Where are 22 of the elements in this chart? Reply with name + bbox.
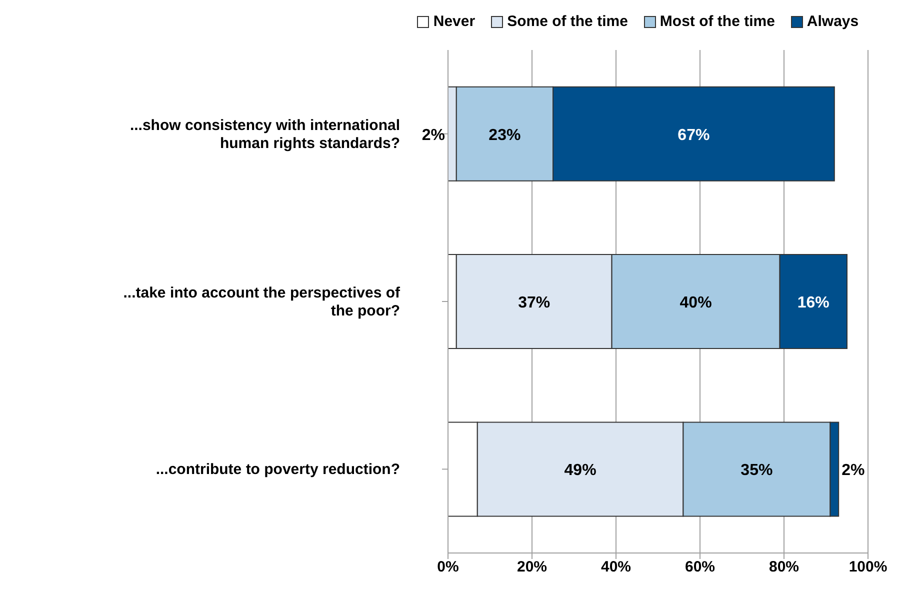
y-tick-label: ...show consistency with international human rights standards? — [130, 116, 400, 152]
legend-label: Always — [806, 13, 859, 30]
data-label: 23% — [488, 126, 521, 144]
legend-label: Most of the time — [660, 13, 775, 30]
data-label: 49% — [564, 462, 596, 480]
x-tick-label: 20% — [516, 558, 548, 576]
data-label: 16% — [797, 294, 830, 312]
x-tick-label: 80% — [768, 558, 800, 576]
x-tick-label: 60% — [684, 558, 716, 576]
data-label: 40% — [680, 294, 712, 312]
data-label: 2% — [422, 126, 445, 144]
y-tick-label: ...take into account the perspectives of the poor? — [123, 284, 401, 320]
data-label: 67% — [678, 126, 710, 144]
data-label: 2% — [842, 462, 865, 480]
x-tick-label: 0% — [437, 558, 459, 576]
data-label: 37% — [518, 294, 550, 312]
x-tick-label: 100% — [848, 558, 888, 576]
y-tick-label: ...contribute to poverty reduction? — [156, 461, 400, 478]
x-tick-label: 40% — [600, 558, 632, 576]
legend-label: Some of the time — [507, 13, 628, 30]
data-label: 35% — [740, 462, 773, 480]
legend-label: Never — [433, 13, 476, 30]
